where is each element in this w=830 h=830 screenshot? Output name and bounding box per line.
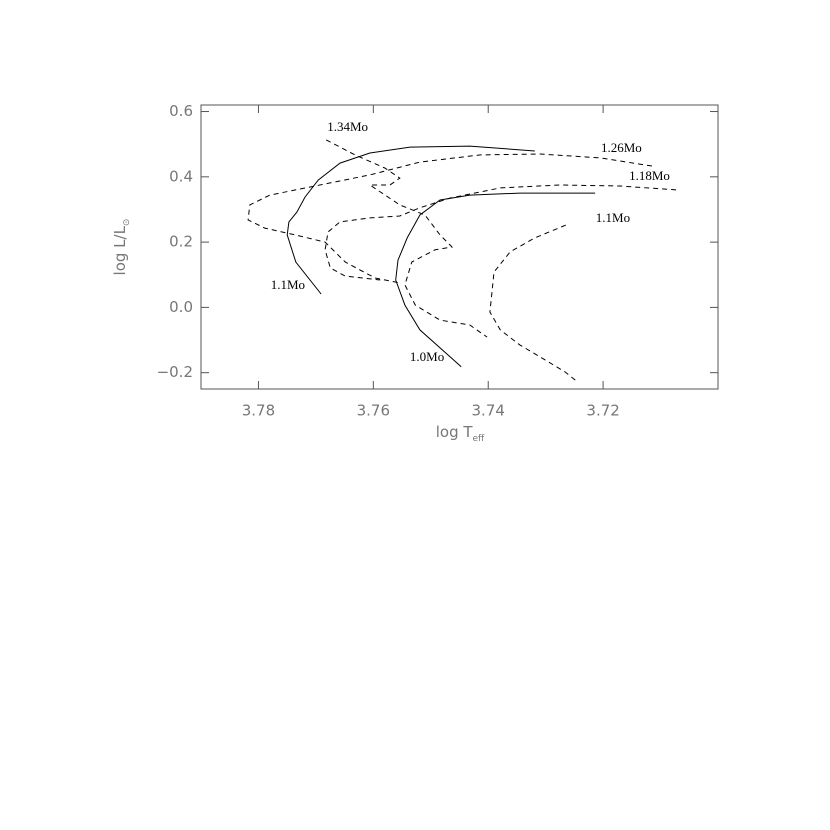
y-tick-label: −0.2 <box>157 363 193 381</box>
x-tick-label: 3.78 <box>242 402 275 420</box>
y-tick-label: 0.4 <box>169 167 193 185</box>
y-tick-label: 0.2 <box>169 233 193 251</box>
series-line <box>489 224 578 383</box>
plot-frame <box>200 104 719 390</box>
x-axis-label-main: log T <box>436 423 474 441</box>
series-line <box>324 184 677 281</box>
series-label: 1.0Mo <box>410 349 444 364</box>
series-line <box>247 153 652 284</box>
x-tick-label: 3.76 <box>357 402 390 420</box>
x-tick-label: 3.72 <box>586 402 619 420</box>
y-tick-label: 0.0 <box>169 298 193 316</box>
series-label: 1.26Mo <box>601 140 642 155</box>
series-line <box>395 192 596 368</box>
x-axis-label: log Teff <box>436 423 485 444</box>
series-label: 1.1Mo <box>596 210 630 225</box>
series-label: 1.18Mo <box>629 168 670 183</box>
series-line <box>286 145 535 295</box>
y-axis-label: log L/L⊙ <box>111 219 132 276</box>
series-label: 1.1Mo <box>271 277 305 292</box>
y-axis-label-sub: ⊙ <box>122 219 132 227</box>
x-tick-label: 3.74 <box>472 402 505 420</box>
series-line <box>325 139 488 338</box>
series-label: 1.34Mo <box>327 119 368 134</box>
y-axis-label-main: log L/L <box>111 225 129 275</box>
x-axis-label-sub: eff <box>473 434 486 444</box>
y-tick-label: 0.6 <box>169 102 193 120</box>
